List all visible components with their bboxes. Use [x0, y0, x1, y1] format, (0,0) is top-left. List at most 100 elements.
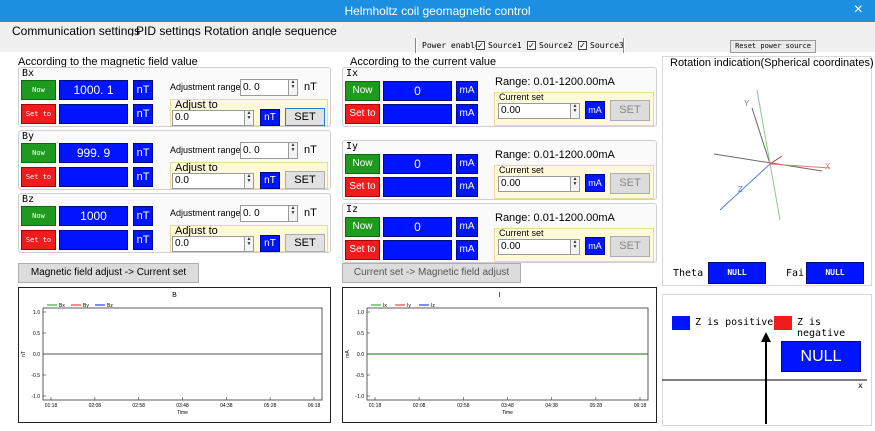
axis-z-label: Z — [738, 185, 743, 194]
menu-pid-settings[interactable]: PID settings — [136, 24, 201, 38]
menu-communication-settings[interactable]: Communication settings — [12, 24, 141, 38]
legend-entry: Iy — [407, 303, 411, 309]
theta-value: NULL — [708, 262, 766, 284]
x-tick-label: 05:28 — [590, 403, 603, 409]
magnetic-now-button[interactable]: Now — [21, 143, 56, 163]
current-range-label: Range: 0.01-1200.00mA — [495, 76, 615, 88]
current-set-unit: mA — [456, 177, 478, 197]
spinner-arrows-icon[interactable]: ▲ ▼ — [244, 174, 253, 188]
y-tick-label: 1.0 — [357, 310, 364, 316]
y-tick-label: 1.0 — [33, 310, 40, 316]
toolbar: Power enable ✓ Source1 ✓ Source2 ✓ Sourc… — [0, 36, 875, 53]
current-set-button[interactable]: SET — [610, 236, 650, 257]
current-set-input[interactable]: 0.00 ▲ ▼ — [498, 239, 580, 255]
magnetic-now-button[interactable]: Now — [21, 206, 56, 226]
magnetic-field-section-title: According to the magnetic field value — [18, 56, 198, 68]
z-negative-label: Z is negative — [797, 317, 846, 339]
y-tick-label: 0.5 — [33, 331, 40, 337]
menu-rotation-angle-sequence[interactable]: Rotation angle sequence — [204, 24, 337, 38]
adjustment-range-value: 0. 0 — [243, 208, 260, 219]
magnetic-set-unit: nT — [133, 167, 153, 187]
spinner-arrows-icon[interactable]: ▲ ▼ — [288, 206, 297, 221]
current-set-button[interactable]: SET — [610, 100, 650, 121]
z-direction-axes: x — [662, 332, 867, 424]
source1-checkbox[interactable]: ✓ — [476, 41, 485, 50]
adjust-to-label: Adjust to — [175, 99, 218, 111]
magnetic-field-chart-svg: B Bx By Bz 1.0 0.5 0.0 -0.5 -1.0 nT 01:18 02:08 02:5… — [21, 292, 323, 416]
axis-x-line — [769, 163, 831, 169]
source3-checkbox[interactable]: ✓ — [578, 41, 587, 50]
adjust-to-value: 0.0 — [175, 112, 189, 123]
x-tick-label: 05:28 — [264, 403, 277, 409]
magnetic-set-to-button[interactable]: Set to — [21, 104, 56, 124]
current-set-input[interactable]: 0.00 ▲ ▼ — [498, 176, 580, 192]
menu-bar: Communication settings PID settings Rota… — [0, 22, 875, 40]
current-set-input[interactable]: 0.00 ▲ ▼ — [498, 103, 580, 119]
window-title: Helmholtz coil geomagnetic control — [344, 4, 531, 18]
current-set-button[interactable]: SET — [610, 173, 650, 194]
power-enable-label: Power enable — [422, 41, 480, 50]
spinner-arrows-icon[interactable]: ▲ ▼ — [570, 240, 579, 254]
legend-entry: Ix — [383, 303, 387, 309]
adjust-to-value: 0.0 — [175, 175, 189, 186]
x-axis-label: Time — [177, 410, 188, 416]
adjustment-range-input[interactable]: 0. 0 ▲ ▼ — [240, 142, 298, 159]
adjust-to-input[interactable]: 0.0 ▲ ▼ — [172, 236, 254, 252]
current-set-label: Current set — [499, 92, 544, 102]
reset-power-source-button[interactable]: Reset power source — [730, 40, 816, 53]
current-set-value — [383, 240, 452, 260]
adjustment-range-input[interactable]: 0. 0 ▲ ▼ — [240, 79, 298, 96]
axis-y-line — [751, 107, 771, 165]
current-set-value — [383, 177, 452, 197]
source3-label: Source3 — [590, 41, 624, 50]
x-tick-label: 02:08 — [413, 403, 426, 409]
current-range-label: Range: 0.01-1200.00mA — [495, 212, 615, 224]
adjustment-range-unit: nT — [304, 81, 317, 93]
current-now-button[interactable]: Now — [345, 217, 380, 237]
magnetic-set-to-button[interactable]: Set to — [21, 167, 56, 187]
current-to-magnetic-button[interactable]: Current set -> Magnetic field adjust — [342, 263, 521, 283]
spinner-arrows-icon[interactable]: ▲ ▼ — [244, 237, 253, 251]
source2-checkbox[interactable]: ✓ — [527, 41, 536, 50]
magnetic-set-button[interactable]: SET — [285, 234, 325, 252]
adjustment-range-unit: nT — [304, 207, 317, 219]
legend-entry: Bz — [107, 303, 113, 309]
spinner-arrows-icon[interactable]: ▲ ▼ — [570, 104, 579, 118]
z-horizontal-label: x — [858, 381, 863, 390]
spinner-arrows-icon[interactable]: ▲ ▼ — [288, 143, 297, 158]
adjust-to-value: 0.0 — [175, 238, 189, 249]
current-now-button[interactable]: Now — [345, 81, 380, 101]
axis-z-line — [719, 163, 771, 211]
axis-x-label: X — [825, 162, 831, 171]
spinner-arrows-icon[interactable]: ▲ ▼ — [244, 111, 253, 125]
adjust-to-input[interactable]: 0.0 ▲ ▼ — [172, 110, 254, 126]
magnetic-axis-label: Bx — [22, 68, 35, 79]
theta-label: Theta — [673, 268, 704, 279]
magnetic-now-unit: nT — [133, 206, 153, 226]
adjust-to-input[interactable]: 0.0 ▲ ▼ — [172, 173, 254, 189]
magnetic-to-current-button[interactable]: Magnetic field adjust -> Current set — [18, 263, 199, 283]
current-set-to-button[interactable]: Set to — [345, 177, 380, 197]
axis-short-line — [769, 155, 783, 165]
current-axis-label: Ix — [346, 68, 359, 79]
current-now-button[interactable]: Now — [345, 154, 380, 174]
adjustment-range-value: 0. 0 — [243, 145, 260, 156]
magnetic-set-button[interactable]: SET — [285, 171, 325, 189]
z-arrow-up-icon — [761, 332, 771, 342]
magnetic-set-value — [59, 167, 128, 187]
magnetic-set-to-button[interactable]: Set to — [21, 230, 56, 250]
current-set-to-button[interactable]: Set to — [345, 240, 380, 260]
spinner-arrows-icon[interactable]: ▲ ▼ — [288, 80, 297, 95]
adjustment-range-label: Adjustment range — [170, 145, 241, 155]
magnetic-set-value — [59, 104, 128, 124]
source2-label: Source2 — [539, 41, 573, 50]
adjust-to-label: Adjust to — [175, 225, 218, 237]
magnetic-set-button[interactable]: SET — [285, 108, 325, 126]
x-tick-label: 01:18 — [369, 403, 382, 409]
magnetic-now-button[interactable]: Now — [21, 80, 56, 100]
adjustment-range-input[interactable]: 0. 0 ▲ ▼ — [240, 205, 298, 222]
magnetic-axis-label: By — [22, 131, 35, 142]
current-set-to-button[interactable]: Set to — [345, 104, 380, 124]
close-icon[interactable]: × — [853, 1, 863, 18]
spinner-arrows-icon[interactable]: ▲ ▼ — [570, 177, 579, 191]
